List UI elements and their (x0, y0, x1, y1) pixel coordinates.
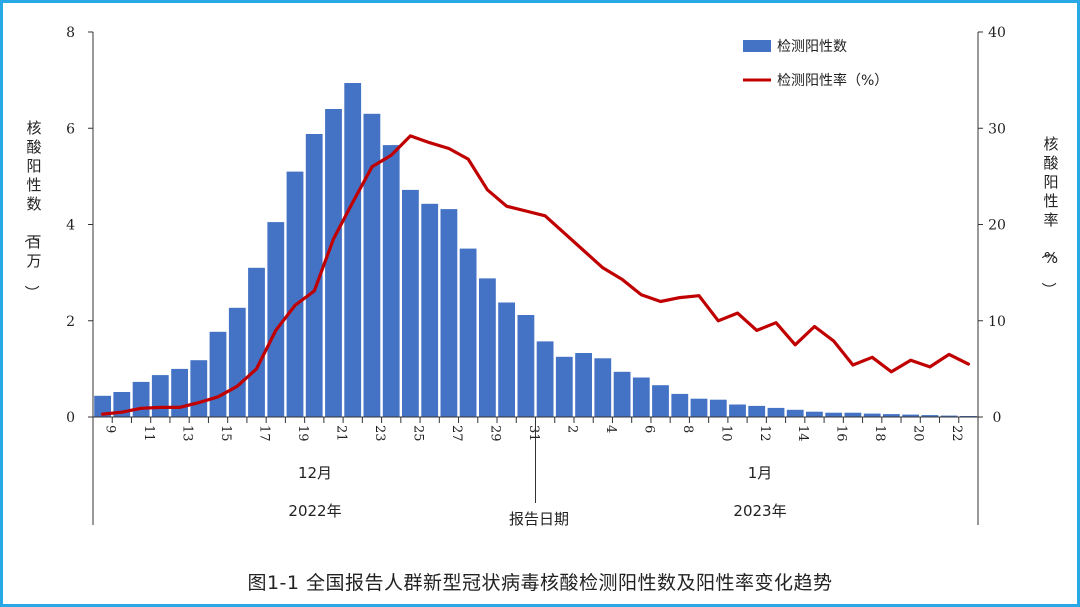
bar (825, 412, 843, 417)
bar (267, 222, 285, 417)
x-tick-label: 12 (757, 425, 772, 442)
left-tick-label: 6 (66, 121, 75, 137)
right-axis-title: 核酸阳性率（%） (1039, 135, 1058, 297)
bar (613, 371, 631, 417)
x-tick-label: 31 (526, 425, 541, 442)
x-tick-label: 23 (372, 425, 387, 442)
right-tick-label: 40 (988, 25, 1006, 41)
bar (883, 414, 900, 417)
bar (652, 385, 669, 417)
bar (632, 377, 650, 417)
left-axis-title: 核酸阳性数（百万） (22, 119, 41, 300)
bar (94, 395, 111, 417)
x-tick-label: 11 (141, 425, 156, 442)
bar (940, 415, 958, 417)
bar (305, 134, 323, 417)
bar (325, 109, 342, 417)
bar (709, 399, 727, 417)
legend-line-label: 检测阳性率（%） (777, 72, 888, 89)
x-tick-label: 20 (911, 425, 926, 442)
rate-line (101, 134, 970, 416)
x-tick-label: 6 (641, 425, 656, 433)
bar (382, 145, 400, 417)
right-tick-label: 0 (993, 410, 1002, 426)
bar (190, 360, 208, 417)
bar (555, 356, 573, 417)
left-tick-label: 2 (66, 314, 75, 330)
bar (363, 113, 381, 418)
bar (517, 315, 535, 417)
x-axis-label: 报告日期 (509, 510, 569, 528)
bar (248, 267, 265, 417)
x-tick-label: 16 (834, 425, 849, 442)
x-tick-label: 13 (180, 425, 195, 442)
bar (844, 412, 862, 417)
bar (402, 189, 419, 417)
x-tick-label: 14 (795, 425, 810, 442)
left-tick-label: 8 (66, 25, 75, 41)
bar (132, 381, 150, 417)
legend: 检测阳性数 检测阳性率（%） (743, 39, 888, 89)
right-tick-label: 30 (988, 121, 1006, 137)
x-tick-label: 15 (218, 425, 233, 442)
bar (594, 358, 612, 417)
legend-bar-swatch (743, 40, 771, 52)
bar (151, 375, 169, 417)
bar-series (94, 83, 977, 418)
left-tick-label: 4 (66, 218, 75, 234)
right-tick-label: 10 (988, 314, 1006, 330)
bar (459, 248, 477, 417)
bar (498, 302, 515, 417)
x-tick-label: 8 (680, 425, 695, 433)
x-axis-ticks: 9 11 13 15 17 19 21 23 25 27 29 31 2 4 6 8 10 12 14 16 18 20 2… (103, 425, 964, 442)
x-tick-label: 21 (334, 425, 349, 442)
bar (729, 404, 746, 417)
bar (748, 405, 766, 417)
x-tick-label: 22 (949, 425, 964, 442)
bar (421, 203, 439, 417)
right-axis-ticks: 0 10 20 30 40 (978, 25, 1006, 426)
month-label-jan: 1月 (748, 464, 773, 482)
bar (228, 307, 246, 417)
bar (171, 368, 188, 417)
year-label-2022: 2022年 (288, 502, 341, 520)
x-tick-label: 27 (449, 425, 464, 442)
bar (767, 407, 785, 417)
bar (921, 415, 939, 417)
bar (690, 398, 708, 417)
legend-bar-label: 检测阳性数 (777, 39, 847, 55)
year-label-2023: 2023年 (733, 502, 786, 520)
bar (902, 414, 919, 417)
x-tick-label: 29 (487, 425, 502, 442)
figure-caption: 图1-1 全国报告人群新型冠状病毒核酸检测阳性数及阳性率变化趋势 (247, 572, 833, 594)
x-tick-label: 18 (872, 425, 887, 442)
x-tick-label: 4 (603, 425, 618, 433)
bar (536, 341, 554, 417)
bar (479, 278, 496, 417)
bar (575, 353, 592, 417)
axes (92, 32, 979, 525)
x-tick-label: 9 (103, 425, 118, 433)
bar (209, 331, 227, 417)
right-axis-label: 核酸阳性率（%） (1039, 135, 1058, 297)
left-axis-ticks: 0 2 4 6 8 (66, 25, 93, 426)
bar (344, 83, 362, 417)
bar (806, 411, 823, 417)
bar (286, 171, 304, 417)
bar (440, 209, 458, 417)
left-tick-label: 0 (66, 410, 75, 426)
bar (671, 393, 689, 417)
x-tick-label: 10 (718, 425, 733, 442)
x-tick-label: 25 (410, 425, 425, 442)
x-tick-label: 2 (564, 425, 579, 433)
chart-canvas: 0 2 4 6 8 0 10 20 30 40 9 11 13 15 17 19 21 23 25 27 29 31 2… (22, 25, 1058, 528)
x-tick-label: 19 (295, 425, 310, 442)
bar (786, 409, 804, 417)
x-tick-label: 17 (257, 425, 272, 442)
bar (863, 413, 881, 417)
left-axis-label: 核酸阳性数（百万） (22, 119, 41, 300)
right-tick-label: 20 (988, 218, 1006, 234)
month-label-dec: 12月 (298, 464, 332, 482)
